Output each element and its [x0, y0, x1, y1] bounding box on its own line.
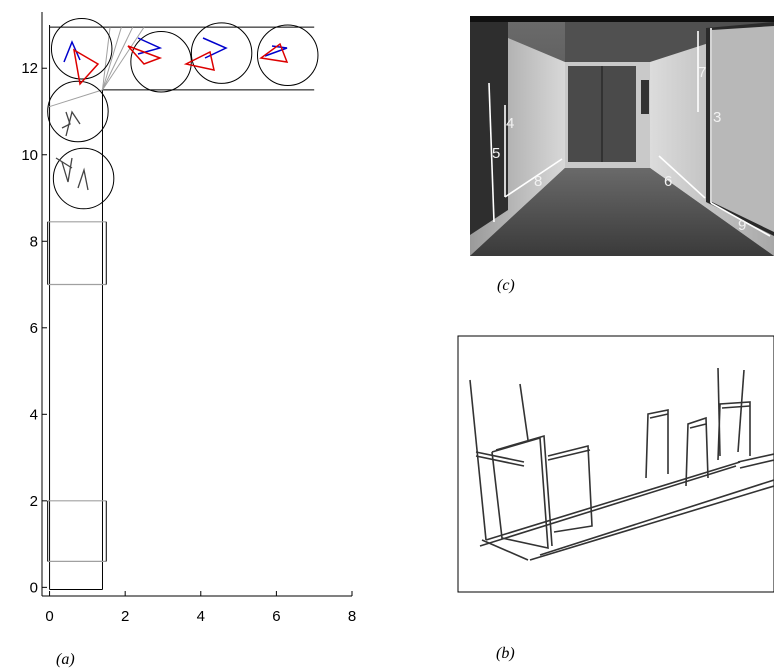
y-tick-label: 8: [30, 233, 38, 250]
wire-edge: [717, 367, 721, 457]
wire-edge: [547, 449, 591, 461]
uncertainty-circle: [256, 24, 319, 87]
view-ray: [102, 26, 145, 91]
wire-edge: [739, 459, 774, 469]
view-ray: [101, 27, 111, 90]
view-ray: [47, 89, 103, 108]
wire-door: [645, 409, 669, 479]
pose-mark: [61, 157, 73, 183]
segment: [488, 82, 495, 223]
segment: [710, 202, 771, 237]
y-tick-label: 12: [21, 60, 38, 77]
wire-edge: [721, 405, 751, 409]
camera-image: 7 4 3 5 8 6 9: [470, 16, 774, 256]
segment: [504, 158, 563, 198]
reconstruction-frame: [457, 335, 774, 593]
wire-edge: [481, 539, 529, 561]
segment: [658, 155, 706, 199]
y-tick-label: 4: [30, 406, 38, 423]
uncertainty-circle: [50, 18, 113, 80]
uncertainty-circle: [130, 31, 192, 93]
wire-edge: [519, 383, 529, 441]
panel-c: 7 4 3 5 8 6 9 (c): [470, 16, 774, 294]
panel-a: 0 2 4 6 8 10 12 0 2 4 6 8: [21, 12, 356, 668]
wire-edge: [689, 423, 707, 429]
wire-edge: [529, 485, 774, 561]
wire-edge: [475, 455, 525, 467]
segment-labels: 7 4 3 5 8 6 9: [492, 64, 746, 234]
wire-door: [495, 434, 553, 547]
segment-label: 9: [738, 217, 746, 234]
view-rays: [47, 26, 145, 108]
wireframe: [469, 367, 774, 561]
segment-label: 3: [713, 109, 721, 126]
pose-mark: [202, 37, 228, 59]
y-tick-label: 0: [30, 579, 38, 596]
pose-mark: [65, 110, 81, 137]
uncertainty-circle: [52, 147, 115, 210]
wire-edge: [469, 379, 487, 541]
floor: [470, 168, 774, 256]
caption-c: (c): [497, 277, 515, 294]
pose-mark: [55, 157, 73, 169]
pose-estimate-blue: [63, 37, 288, 63]
segment-label: 8: [534, 173, 542, 190]
corridor-structure: [49, 24, 315, 591]
door-marks: [47, 221, 107, 562]
y-ticks: 0 2 4 6 8 10 12: [21, 60, 38, 596]
y-tick-label: 2: [30, 493, 38, 510]
caption-a: (a): [56, 651, 75, 668]
uncertainty-circle: [47, 80, 109, 143]
detected-segments: [488, 28, 771, 237]
x-ticks: 0 2 4 6 8: [45, 608, 356, 625]
uncertainty-circle: [190, 22, 253, 84]
map-plot: 0 2 4 6 8 10 12 0 2 4 6 8: [21, 12, 356, 625]
pose-mark: [77, 167, 89, 191]
image-top-border: [470, 16, 774, 22]
pose-truth-red: [72, 42, 289, 86]
pose-mark: [72, 48, 100, 86]
pose-mark: [183, 50, 215, 71]
segment-label: 4: [506, 115, 514, 132]
segment-label: 7: [698, 64, 706, 81]
wire-edge: [479, 465, 737, 547]
view-ray: [102, 26, 122, 91]
wire-door: [685, 416, 709, 487]
panel-b: (b): [457, 335, 774, 662]
x-tick-label: 8: [348, 608, 356, 625]
axes: [41, 12, 353, 597]
y-tick-label: 6: [30, 320, 38, 337]
wire-edge: [649, 413, 669, 419]
segment-label: 5: [492, 145, 500, 162]
wire-edge: [475, 451, 525, 463]
wire-edge: [485, 461, 741, 541]
x-tick-label: 4: [197, 608, 205, 625]
fire-extinguisher: [641, 80, 649, 114]
pose-mark: [61, 111, 71, 129]
wire-edge: [737, 453, 774, 463]
x-tick-label: 6: [272, 608, 280, 625]
view-ray: [102, 26, 134, 91]
wire-edge: [737, 369, 745, 453]
y-tick-label: 10: [21, 147, 38, 164]
segment-label: 6: [664, 173, 672, 190]
wire-door: [547, 444, 593, 533]
wire-edge: [539, 479, 774, 556]
pose-glyphs: [55, 37, 289, 191]
pose-mark: [63, 40, 81, 63]
pose-mark: [259, 42, 289, 63]
caption-b: (b): [496, 645, 515, 662]
x-tick-label: 2: [121, 608, 129, 625]
pose-mark: [127, 45, 163, 65]
x-tick-label: 0: [45, 608, 53, 625]
pose-early-grey: [55, 110, 89, 191]
left-doorway: [470, 22, 508, 235]
right-door-panel: [712, 26, 774, 232]
